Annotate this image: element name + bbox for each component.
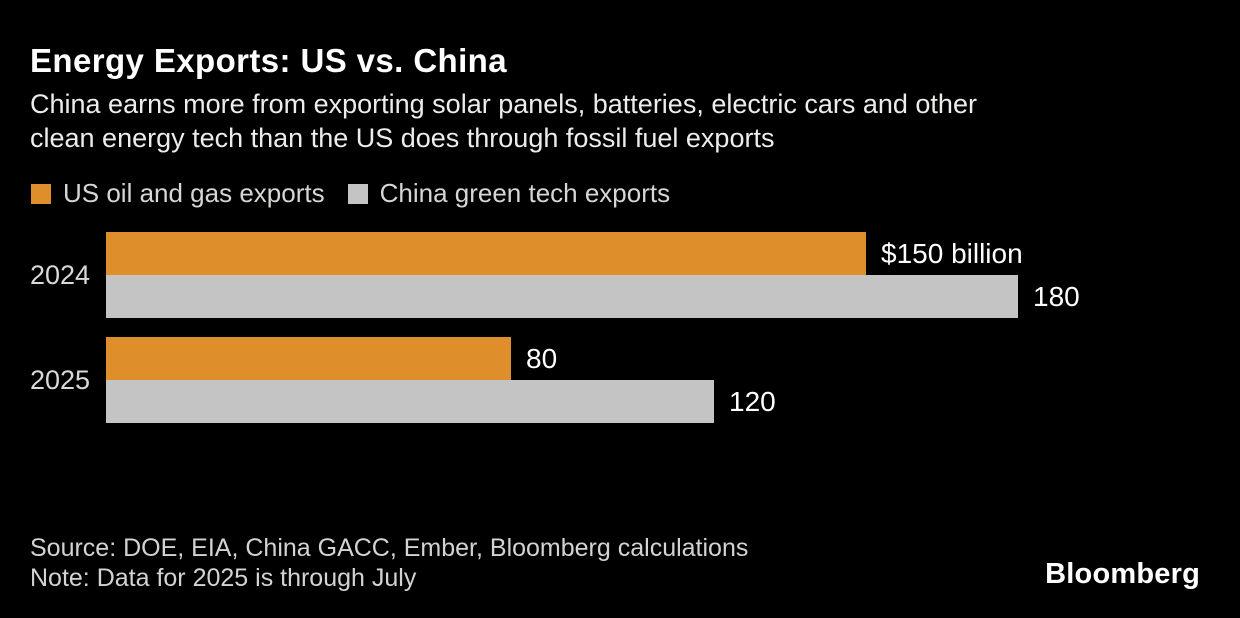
value-label-us-oil-gas-2025: 80 [526,342,558,374]
bar-row-us-oil-gas-2024: $150 billion [106,232,1080,275]
bar-row-china-green-tech-2024: 180 [106,275,1080,318]
value-label-china-green-tech-2025: 120 [729,385,776,417]
source-note: Source: DOE, EIA, China GACC, Ember, Blo… [30,534,749,562]
legend-swatch-us-icon [31,183,51,204]
bar-row-china-green-tech-2025: 120 [106,380,776,423]
category-label-2024: 2024 [30,259,91,290]
chart-title: Energy Exports: US vs. China [30,42,507,79]
legend-item-china: China green tech exports [347,178,671,209]
bar-row-us-oil-gas-2025: 80 [106,337,776,380]
legend-item-us: US oil and gas exports [31,178,325,209]
legend-swatch-china-icon [347,183,368,204]
plot-area: 2024 $150 billion 180 2025 80 120 [30,232,1080,442]
legend-label-china: China green tech exports [379,178,671,208]
bar-us-oil-gas-2024 [106,232,866,275]
value-label-us-oil-gas-2024: $150 billion [881,237,1023,269]
bar-pair-2025: 80 120 [106,337,776,423]
bar-china-green-tech-2024 [106,275,1018,318]
chart-subtitle: China earns more from exporting solar pa… [30,87,977,155]
legend: US oil and gas exports China green tech … [31,178,670,209]
bar-china-green-tech-2025 [106,380,714,423]
bar-group-2024: 2024 $150 billion 180 [30,232,1080,318]
bloomberg-logo: Bloomberg [1045,558,1200,590]
bar-pair-2024: $150 billion 180 [106,232,1080,318]
chart-subtitle-line-1: China earns more from exporting solar pa… [30,89,977,119]
footer: Source: DOE, EIA, China GACC, Ember, Blo… [30,533,748,593]
value-label-china-green-tech-2024: 180 [1033,280,1080,312]
category-label-2025: 2025 [30,364,91,395]
chart-subtitle-line-2: clean energy tech than the US does throu… [30,123,775,153]
bar-us-oil-gas-2025 [106,337,511,380]
data-note: Note: Data for 2025 is through July [30,564,417,592]
bar-group-2025: 2025 80 120 [30,337,1080,423]
legend-label-us: US oil and gas exports [63,178,325,208]
